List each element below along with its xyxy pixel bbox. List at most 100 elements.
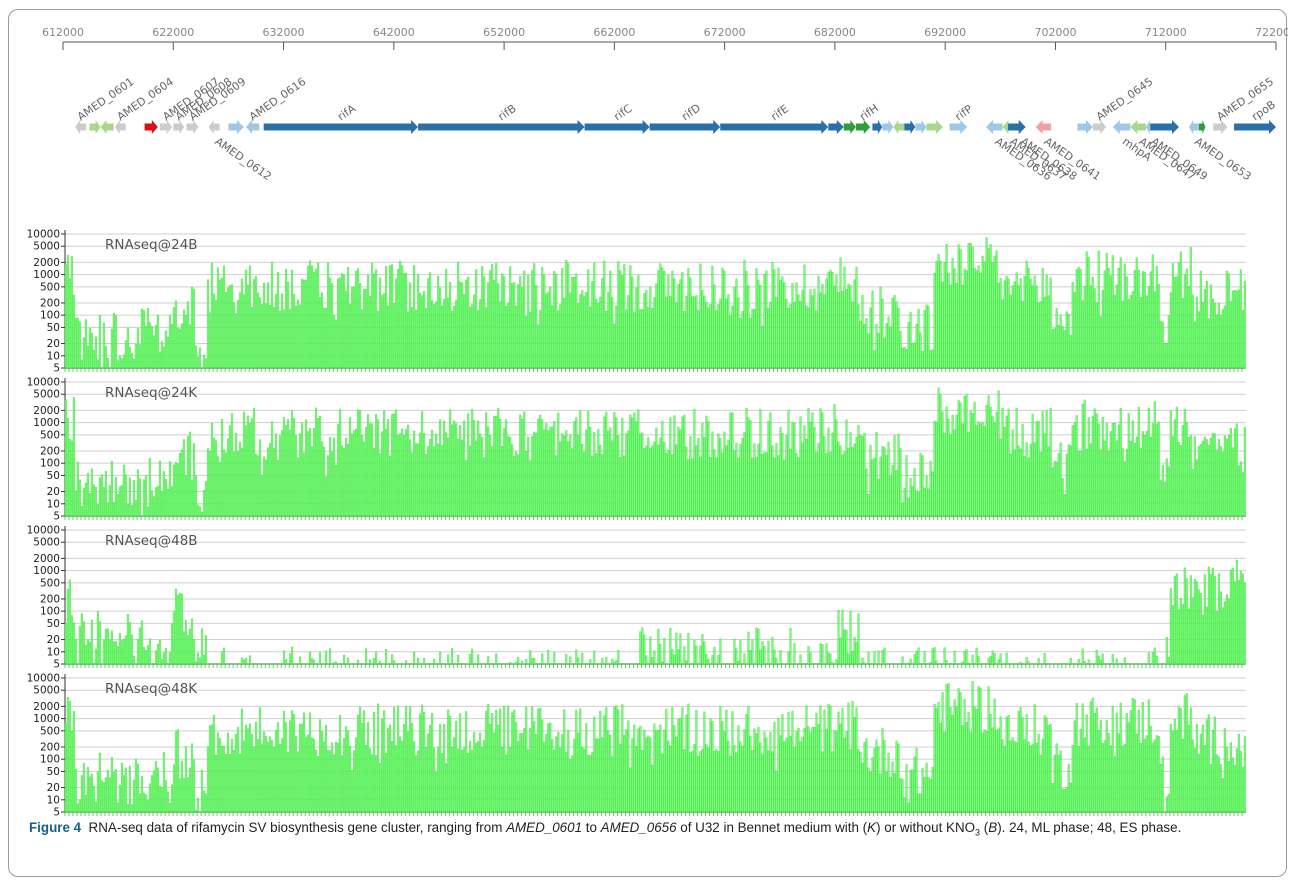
coverage-bars	[64, 387, 1246, 517]
gene-arrow	[75, 120, 87, 134]
gene-label: rpoB	[1249, 98, 1278, 123]
track-y-tick-label: 5	[53, 659, 60, 671]
track-y-tick-label: 500	[40, 725, 60, 737]
track-y-tick-label: 2000	[33, 405, 60, 417]
track-y-tick-label: 5	[53, 807, 60, 819]
genome-axis-tick-label: 682000	[814, 26, 856, 39]
gene-arrow	[1112, 120, 1131, 134]
genome-axis-tick-label: 672000	[704, 26, 746, 39]
track-y-tick-label: 200	[40, 593, 60, 605]
track-y-tick-label: 10	[47, 646, 60, 658]
gene-arrow	[246, 120, 260, 134]
track-y-tick-label: 200	[40, 297, 60, 309]
coverage-bars	[64, 559, 1246, 665]
track-name-label: RNAseq@48B	[105, 533, 198, 549]
track-y-tick-label: 5	[53, 363, 60, 375]
track-y-tick-label: 20	[47, 338, 60, 350]
gene-arrow	[1130, 120, 1146, 134]
figure-plot: 612000 622000 632000 642000 652000 662000 6720…	[27, 26, 1288, 819]
track-y-tick-label: 2000	[33, 701, 60, 713]
genome-axis-tick-label: 722000	[1255, 26, 1288, 39]
track-y-tick-label: 50	[47, 322, 60, 334]
gene-arrow	[1188, 120, 1199, 134]
gene-arrow	[584, 120, 650, 134]
track-y-tick-label: 10000	[27, 673, 60, 685]
gene-label: rifE	[769, 102, 792, 123]
track-y-tick-label: 5000	[33, 241, 60, 253]
track-y-tick-label: 10000	[27, 377, 60, 389]
genome-axis-tick-label: 712000	[1145, 26, 1187, 39]
gene-arrow	[1234, 120, 1276, 134]
gene-arrow	[855, 120, 871, 134]
track-y-tick-label: 5000	[33, 537, 60, 549]
figure-caption: Figure 4 RNA-seq data of rifamycin SV bi…	[29, 817, 1284, 844]
track-y-tick-label: 200	[40, 741, 60, 753]
gene-arrow	[100, 120, 114, 134]
gene-arrow	[915, 120, 927, 134]
track-y-tick-label: 100	[40, 606, 60, 618]
track-y-tick-label: 500	[40, 281, 60, 293]
track-y-tick-label: 10000	[27, 229, 60, 241]
gene-label: rifH	[857, 101, 881, 123]
track-y-tick-label: 50	[47, 618, 60, 630]
figure-frame: 612000 622000 632000 642000 652000 662000 6720…	[8, 9, 1288, 877]
gene-arrow	[1008, 120, 1026, 134]
track-y-tick-label: 2000	[33, 553, 60, 565]
genome-axis-tick-label: 642000	[373, 26, 415, 39]
caption-part4: ) or without KNO	[876, 820, 976, 835]
gene-arrow	[208, 120, 220, 134]
gene-label: AMED_0612	[212, 135, 273, 183]
gene-arrow	[1092, 120, 1107, 134]
track-y-tick-label: 200	[40, 445, 60, 457]
caption-sub: 3	[975, 827, 981, 838]
gene-arrow	[904, 120, 916, 134]
gene-label: rifC	[611, 102, 634, 124]
coverage-baseline-ticks	[64, 368, 1243, 372]
caption-k: K	[867, 820, 877, 835]
track-y-tick-label: 100	[40, 310, 60, 322]
caption-part2: to	[582, 820, 601, 835]
gene-arrow	[1150, 120, 1179, 134]
gene-arrow	[160, 120, 173, 134]
track-name-label: RNAseq@48K	[105, 681, 198, 697]
gene-arrow	[186, 120, 199, 134]
gene-arrow	[1077, 120, 1093, 134]
caption-gene-from: AMED_0601	[506, 820, 583, 835]
track-y-tick-label: 500	[40, 429, 60, 441]
gene-arrow	[985, 120, 1003, 134]
gene-arrow	[720, 120, 829, 134]
track-y-tick-label: 1000	[33, 269, 60, 281]
track-y-tick-label: 10	[47, 498, 60, 510]
coverage-bars	[64, 237, 1246, 369]
caption-gene-to: AMED_0656	[600, 820, 677, 835]
genome-axis-tick-label: 692000	[924, 26, 966, 39]
gene-label: rifB	[496, 102, 519, 124]
gene-arrow	[872, 120, 883, 134]
coverage-baseline-ticks	[64, 516, 1243, 520]
track-y-tick-label: 100	[40, 458, 60, 470]
track-name-label: RNAseq@24B	[105, 237, 198, 253]
track-y-tick-label: 100	[40, 754, 60, 766]
gene-arrow	[1213, 120, 1228, 134]
caption-part1: RNA-seq data of rifamycin SV biosynthesi…	[88, 820, 507, 835]
gene-label: AMED_0645	[1094, 75, 1155, 123]
genome-axis-tick-label: 632000	[263, 26, 305, 39]
track-y-tick-label: 1000	[33, 713, 60, 725]
track-y-tick-label: 5000	[33, 685, 60, 697]
gene-arrow	[89, 120, 101, 134]
gene-arrow	[418, 120, 585, 134]
gene-label: AMED_0616	[247, 75, 308, 123]
gene-arrow	[263, 120, 419, 134]
gene-arrow	[843, 120, 856, 134]
track-y-tick-label: 20	[47, 782, 60, 794]
track-y-tick-label: 20	[47, 486, 60, 498]
coverage-baseline-ticks	[64, 812, 1243, 816]
track-y-tick-label: 500	[40, 577, 60, 589]
gene-arrow	[882, 120, 894, 134]
figure-label: Figure 4	[29, 820, 82, 835]
gene-arrow	[114, 120, 126, 134]
genome-axis-tick-label: 662000	[593, 26, 635, 39]
gene-label: rifD	[679, 101, 703, 123]
track-y-tick-label: 1000	[33, 417, 60, 429]
track-y-tick-label: 5000	[33, 389, 60, 401]
